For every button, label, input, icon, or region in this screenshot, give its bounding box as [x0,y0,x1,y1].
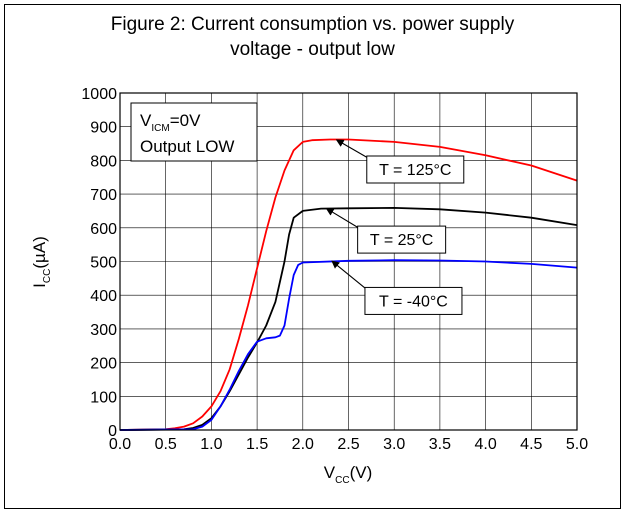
plot-area [119,92,578,431]
annotation-arrow-2 [331,260,369,291]
x-tick-label: 4.5 [520,436,542,453]
y-tick-label: 500 [90,255,117,272]
condition-box-frame [130,102,258,162]
series-line-0 [119,138,578,431]
x-tick-label: 3.5 [429,436,451,453]
y-axis-label: ICC(µA) [30,236,53,288]
y-axis-label-sub: CC [42,269,53,283]
x-tick-label: 0.0 [109,436,131,453]
x-tick-label: 3.0 [383,436,405,453]
annotation-box-0 [366,155,465,184]
y-tick-label: 0 [108,423,117,440]
condition-line-1: VICM=0V [140,111,201,134]
series-line-2 [119,259,578,431]
x-tick-label: 2.5 [337,436,359,453]
x-tick-label: 0.5 [155,436,177,453]
x-axis-label-main: V [324,463,336,482]
y-tick-label: 600 [90,221,117,238]
figure-frame [4,4,621,509]
annotation-label-0: T = 125°C [379,162,451,179]
y-tick-label: 300 [90,322,117,339]
x-axis-label-rest: (V) [350,463,373,482]
chart-title-line-1: Figure 2: Current consumption vs. power … [110,14,515,35]
y-tick-label: 700 [90,187,117,204]
condition-box: VICM=0V Output LOW [130,102,258,162]
annotation-arrow-1 [325,208,361,230]
y-tick-label: 100 [90,389,117,406]
y-tick-label: 400 [90,288,117,305]
tick-labels: 0.0 0.5 1.0 1.5 2.0 2.5 3.0 3.5 4.0 4.5 5.0 0 100 200… [81,86,588,453]
series-line-1 [119,207,578,431]
x-axis-label-sub: CC [335,475,349,486]
x-tick-label: 2.0 [292,436,314,453]
x-tick-label: 1.5 [246,436,268,453]
x-tick-label: 4.0 [474,436,496,453]
annotation-label-1: T = 25°C [370,232,433,249]
x-tick-label: 1.0 [200,436,222,453]
annotation-arrow-0 [335,139,371,160]
y-axis-label-rest: (µA) [30,236,49,268]
x-axis-label: VCC(V) [324,463,372,486]
condition-vicm-sub: ICM [151,123,169,134]
annotation-box-2 [364,286,463,315]
condition-vicm-main: V [140,111,152,130]
annotation-label-2: T = -40°C [379,293,448,310]
y-tick-label: 900 [90,120,117,137]
condition-vicm-rest: =0V [170,111,201,130]
condition-line-2: Output LOW [140,137,234,156]
annotation-box-1 [357,225,447,254]
chart-title: Figure 2: Current consumption vs. power … [0,12,625,62]
y-tick-label: 1000 [81,86,117,103]
y-axis-label-main: I [30,283,49,288]
annotations: T = 125°C T = 25°C T = -40°C [325,139,465,315]
chart-title-line-2: voltage - output low [230,39,395,60]
y-tick-label: 200 [90,356,117,373]
x-tick-label: 5.0 [566,436,588,453]
series-lines [119,138,578,431]
y-tick-label: 800 [90,153,117,170]
